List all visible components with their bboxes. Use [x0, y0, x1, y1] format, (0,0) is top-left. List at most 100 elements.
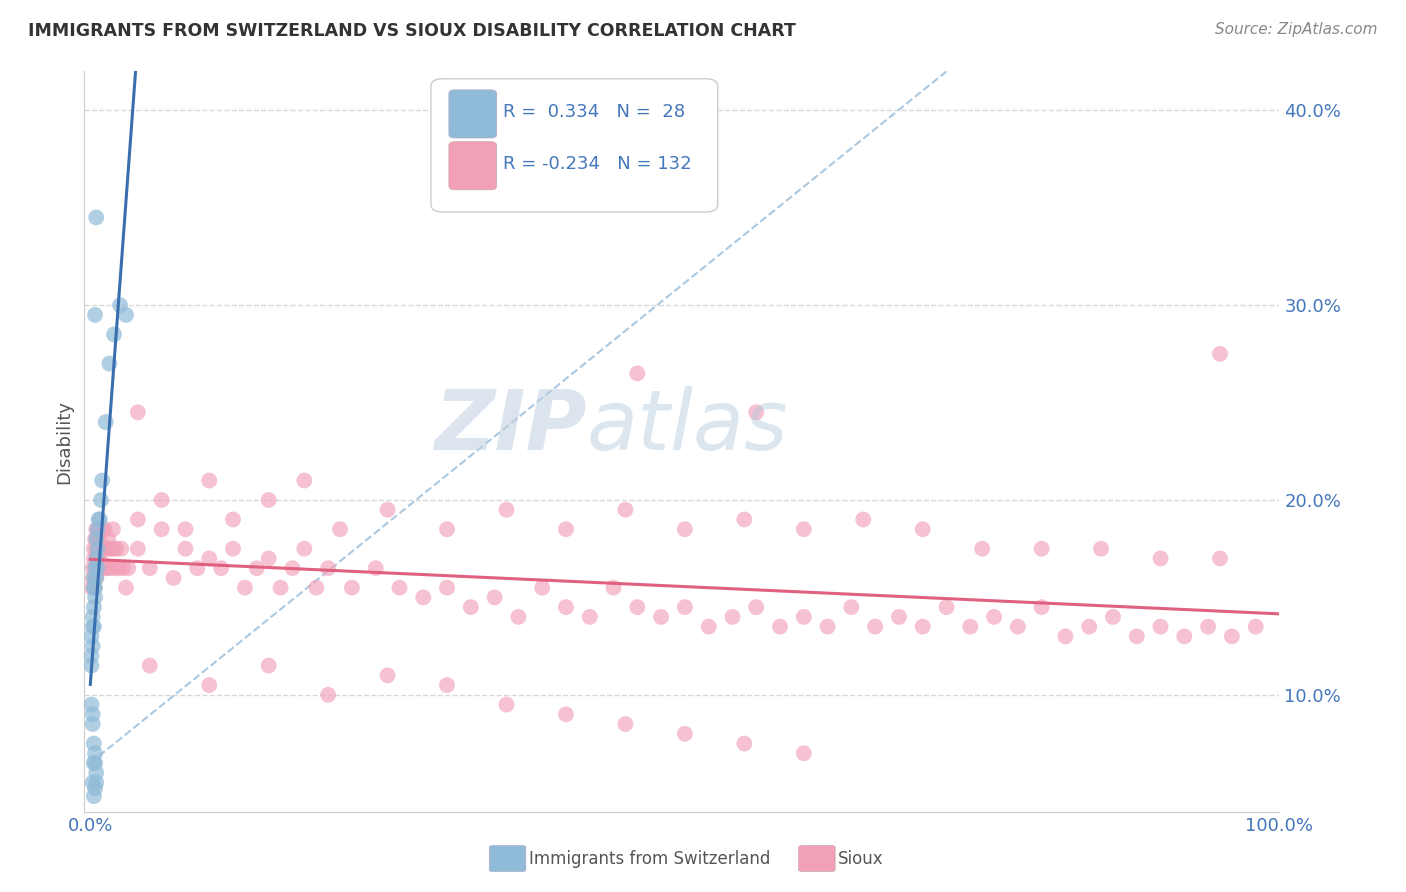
Point — [186, 561, 208, 575]
Point — [673, 600, 696, 615]
Point — [935, 600, 957, 615]
Point — [841, 600, 863, 615]
Point — [721, 610, 744, 624]
Point — [222, 512, 245, 526]
Point — [233, 581, 256, 595]
Point — [93, 561, 115, 575]
Point — [412, 591, 434, 605]
Point — [103, 327, 125, 342]
Text: IMMIGRANTS FROM SWITZERLAND VS SIOUX DISABILITY CORRELATION CHART: IMMIGRANTS FROM SWITZERLAND VS SIOUX DIS… — [28, 22, 796, 40]
Point — [911, 619, 934, 633]
Point — [1209, 551, 1232, 566]
Point — [80, 698, 103, 712]
Point — [316, 561, 339, 575]
Point — [972, 541, 994, 556]
Point — [87, 512, 110, 526]
Point — [112, 561, 135, 575]
Point — [1197, 619, 1219, 633]
Point — [80, 658, 103, 673]
Point — [340, 581, 363, 595]
Point — [436, 581, 458, 595]
Point — [1031, 600, 1053, 615]
Point — [1031, 541, 1053, 556]
Point — [84, 746, 107, 760]
Point — [91, 474, 114, 488]
Point — [198, 678, 221, 692]
Point — [793, 746, 815, 760]
FancyBboxPatch shape — [449, 90, 496, 138]
Point — [84, 781, 107, 796]
Point — [578, 610, 600, 624]
Point — [82, 619, 104, 633]
Text: atlas: atlas — [586, 386, 787, 467]
Point — [377, 668, 399, 682]
Point — [83, 619, 105, 633]
Point — [531, 581, 554, 595]
Point — [257, 493, 280, 508]
Point — [1209, 347, 1232, 361]
Point — [89, 551, 111, 566]
Point — [1149, 619, 1171, 633]
Point — [911, 522, 934, 536]
Point — [98, 541, 121, 556]
Point — [793, 610, 815, 624]
Point — [602, 581, 624, 595]
Point — [817, 619, 839, 633]
Point — [281, 561, 304, 575]
Point — [84, 765, 107, 780]
Point — [94, 541, 117, 556]
Text: R =  0.334   N =  28: R = 0.334 N = 28 — [503, 103, 685, 121]
Point — [863, 619, 886, 633]
Point — [84, 591, 107, 605]
Text: Immigrants from Switzerland: Immigrants from Switzerland — [529, 850, 770, 868]
Point — [84, 522, 107, 536]
Point — [555, 600, 578, 615]
Point — [86, 532, 108, 546]
Y-axis label: Disability: Disability — [55, 400, 73, 483]
Point — [555, 707, 578, 722]
Point — [388, 581, 411, 595]
Point — [87, 541, 110, 556]
Point — [614, 717, 637, 731]
Point — [127, 405, 149, 419]
Point — [83, 581, 105, 595]
Point — [1173, 629, 1195, 643]
Point — [84, 532, 107, 546]
Point — [174, 541, 197, 556]
Point — [90, 541, 112, 556]
Point — [80, 581, 103, 595]
Point — [82, 571, 104, 585]
Point — [852, 512, 875, 526]
Text: R = -0.234   N = 132: R = -0.234 N = 132 — [503, 155, 692, 173]
Point — [745, 600, 768, 615]
Point — [101, 522, 124, 536]
Point — [436, 678, 458, 692]
Point — [673, 727, 696, 741]
Point — [150, 522, 173, 536]
Point — [108, 298, 131, 312]
Point — [1090, 541, 1112, 556]
Point — [246, 561, 269, 575]
Point — [84, 571, 107, 585]
Point — [626, 367, 648, 381]
Point — [83, 551, 105, 566]
Point — [436, 522, 458, 536]
Point — [84, 532, 107, 546]
Point — [82, 775, 104, 789]
Point — [270, 581, 292, 595]
Point — [100, 561, 122, 575]
Point — [745, 405, 768, 419]
Point — [90, 493, 112, 508]
Point — [84, 308, 107, 322]
Point — [1054, 629, 1077, 643]
Point — [97, 532, 120, 546]
Point — [84, 775, 107, 789]
Point — [84, 581, 107, 595]
Point — [733, 512, 755, 526]
Point — [115, 581, 138, 595]
Point — [257, 551, 280, 566]
Point — [983, 610, 1005, 624]
Point — [793, 522, 815, 536]
Point — [84, 561, 107, 575]
Point — [98, 357, 121, 371]
